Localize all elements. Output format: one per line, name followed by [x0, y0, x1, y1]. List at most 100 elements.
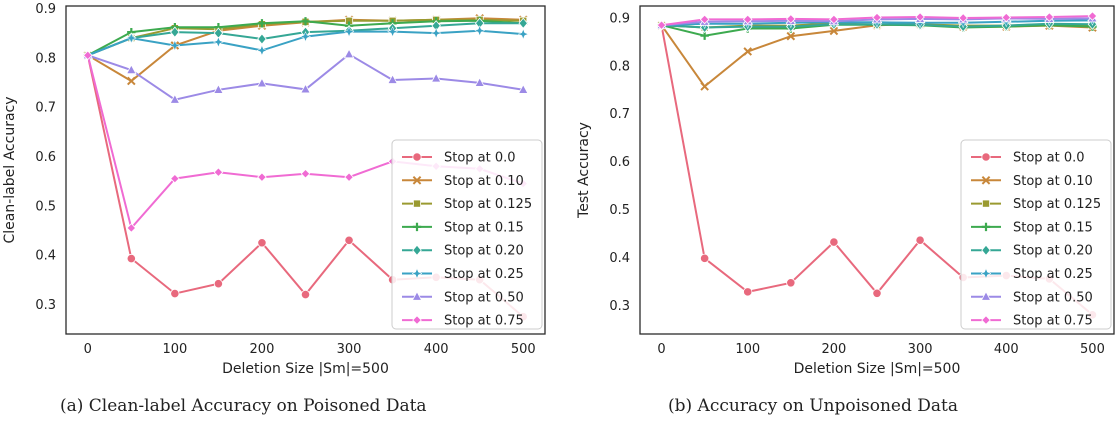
legend-label: Stop at 0.0	[1013, 151, 1085, 166]
data-point	[343, 25, 355, 38]
panel-b-chart: 0 100 200 300 400 500 0.3 0.4 0.5 0.6 0.7 0.8 0.9 Del…	[576, 5, 1115, 377]
y-tick-label: 0.4	[35, 249, 56, 264]
x-tick-label: 400	[994, 342, 1019, 357]
data-point	[656, 20, 667, 30]
legend-label: Stop at 0.50	[1013, 290, 1093, 305]
legend-marker	[412, 199, 421, 208]
caption-a: (a) Clean-label Accuracy on Poisoned Dat…	[60, 396, 427, 416]
x-tick-label: 300	[908, 342, 933, 357]
legend-label: Stop at 0.50	[444, 290, 524, 305]
legend-label: Stop at 0.10	[1013, 174, 1093, 189]
y-tick-label: 0.6	[609, 155, 630, 170]
legend-box	[391, 139, 543, 330]
data-point	[786, 31, 796, 41]
data-point	[915, 12, 925, 22]
caption-b: (b) Accuracy on Unpoisoned Data	[668, 396, 959, 416]
legend-marker	[412, 244, 422, 256]
legend-marker	[980, 267, 992, 280]
legend-label: Stop at 0.20	[1013, 244, 1093, 259]
panel-a-chart: 0 100 200 300 400 500 0.3 0.4 0.5 0.6 0.7 0.8 0.9 Del…	[2, 2, 546, 377]
data-point	[786, 278, 796, 288]
data-point	[473, 24, 486, 37]
data-point	[256, 77, 268, 88]
data-point	[257, 19, 267, 28]
data-point	[872, 288, 882, 298]
data-point	[213, 167, 224, 178]
legend: Stop at 0.0 Stop at 0.10 Stop at 0.125 Stop…	[391, 139, 543, 330]
legend-label: Stop at 0.75	[1013, 314, 1093, 329]
y-tick-label: 0.3	[35, 298, 56, 313]
data-point	[344, 172, 354, 182]
x-tick-label: 100	[735, 342, 760, 357]
data-point	[430, 27, 442, 39]
y-tick-label: 0.9	[609, 11, 630, 26]
legend-marker	[412, 222, 422, 232]
legend-label: Stop at 0.25	[444, 267, 524, 282]
data-point	[829, 237, 839, 247]
x-tick-label: 0	[657, 342, 665, 357]
legend-marker	[981, 152, 991, 162]
data-point	[300, 83, 311, 94]
legend-label: Stop at 0.10	[444, 174, 524, 189]
data-point	[1001, 12, 1012, 23]
y-axis-label: Clean-label Accuracy	[2, 96, 18, 243]
data-point	[257, 172, 267, 182]
legend-label: Stop at 0.15	[444, 220, 524, 235]
y-tick-label: 0.6	[35, 150, 56, 165]
data-point	[517, 84, 529, 94]
data-point	[1087, 11, 1098, 21]
data-point	[700, 82, 709, 91]
data-point	[786, 14, 796, 24]
data-point	[915, 235, 925, 245]
data-point	[170, 288, 180, 299]
data-point	[517, 28, 529, 40]
data-point	[958, 13, 968, 23]
x-tick-label: 100	[162, 342, 187, 357]
data-point	[344, 235, 354, 245]
data-point	[518, 17, 528, 29]
data-point	[126, 64, 137, 75]
y-tick-label: 0.7	[609, 107, 630, 122]
data-point	[387, 74, 398, 84]
figure: 0 100 200 300 400 500 0.3 0.4 0.5 0.6 0.7 0.8 0.9 Del…	[2, 2, 1115, 377]
y-tick-label: 0.8	[35, 51, 56, 66]
data-point	[300, 289, 311, 300]
data-point	[126, 253, 136, 264]
y-tick-label: 0.7	[35, 101, 56, 116]
data-point	[257, 33, 267, 45]
legend-label: Stop at 0.25	[1013, 267, 1093, 282]
legend-label: Stop at 0.0	[444, 151, 516, 166]
legend-label: Stop at 0.75	[444, 314, 524, 329]
legend-marker	[981, 244, 991, 256]
y-axis-label: Test Accuracy	[576, 122, 592, 219]
data-point	[872, 12, 882, 23]
legend-marker	[982, 199, 991, 208]
x-tick-label: 300	[337, 342, 362, 357]
data-point	[169, 39, 181, 52]
legend-marker	[980, 290, 992, 301]
data-point	[212, 36, 225, 48]
x-axis-label: Deletion Size |Sm|=500	[222, 361, 389, 377]
y-tick-label: 0.9	[35, 2, 56, 17]
data-point	[127, 76, 136, 86]
x-tick-label: 0	[84, 342, 92, 357]
legend-marker	[981, 315, 991, 325]
legend-marker	[412, 152, 422, 162]
data-point	[430, 72, 442, 83]
x-tick-label: 500	[1080, 342, 1105, 357]
data-point	[170, 173, 180, 184]
legend: Stop at 0.0 Stop at 0.10 Stop at 0.125 Stop…	[960, 139, 1112, 330]
x-tick-label: 200	[821, 342, 846, 357]
legend-marker	[412, 175, 422, 185]
data-point	[1044, 12, 1055, 22]
data-point	[213, 279, 224, 289]
data-point	[170, 26, 180, 38]
data-point	[213, 84, 224, 94]
series-stop-at-0-75	[656, 11, 1098, 30]
data-point	[829, 26, 839, 36]
data-point	[82, 50, 93, 61]
data-point	[700, 253, 710, 263]
x-tick-label: 400	[424, 342, 449, 357]
data-point	[299, 30, 312, 43]
data-point	[343, 48, 355, 59]
